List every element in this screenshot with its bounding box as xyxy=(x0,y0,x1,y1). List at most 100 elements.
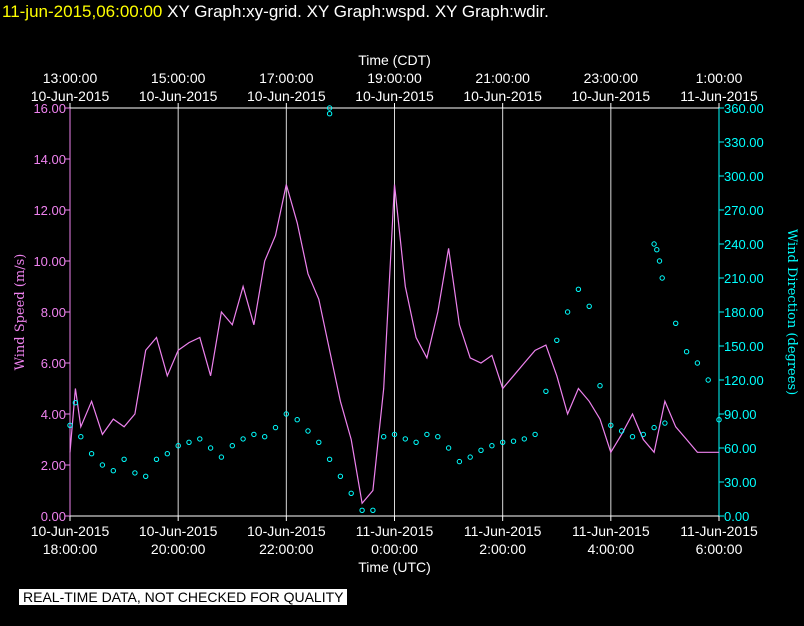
wind-direction-point xyxy=(683,349,690,355)
wind-direction-point xyxy=(575,286,582,292)
wind-direction-point xyxy=(467,454,473,460)
left-tick-label: 0.00 xyxy=(41,509,66,524)
bottom-tick-date: 11-Jun-2015 xyxy=(572,523,650,539)
bottom-axis-title: Time (UTC) xyxy=(358,559,431,575)
wind-direction-point xyxy=(673,320,679,326)
wind-direction-point xyxy=(651,241,657,247)
wind-direction-point xyxy=(554,337,560,343)
bottom-tick-time: 22:00:00 xyxy=(259,541,314,557)
wind-direction-point xyxy=(651,424,657,431)
wind-direction-point xyxy=(229,443,236,449)
right-axis-title: Wind Direction (degrees) xyxy=(784,229,799,395)
wind-direction-point xyxy=(489,443,495,449)
wind-direction-point xyxy=(262,434,268,440)
wind-direction-point xyxy=(251,431,257,438)
wind-direction-point xyxy=(240,436,246,442)
wind-direction-point xyxy=(391,431,398,438)
wind-direction-point xyxy=(716,417,722,423)
quality-disclaimer: REAL-TIME DATA, NOT CHECKED FOR QUALITY xyxy=(19,589,348,605)
bottom-tick-date: 10-Jun-2015 xyxy=(247,523,326,539)
right-tick-label: 60.00 xyxy=(724,441,757,456)
wind-direction-point xyxy=(659,275,665,281)
wind-direction-point xyxy=(543,388,549,394)
left-tick-label: 2.00 xyxy=(41,458,66,473)
wind-direction-point xyxy=(305,428,311,434)
wind-direction-point xyxy=(207,445,214,451)
header-timestamp: 11-jun-2015,06:00:00 xyxy=(2,2,163,21)
wind-direction-point xyxy=(445,445,452,451)
right-tick-label: 0.00 xyxy=(724,509,749,524)
right-tick-label: 330.00 xyxy=(724,135,764,150)
wind-direction-point xyxy=(435,434,441,440)
bottom-tick-time: 18:00:00 xyxy=(43,541,98,557)
wind-direction-point xyxy=(326,456,333,462)
wind-direction-point xyxy=(294,417,300,423)
top-tick-time: 23:00:00 xyxy=(584,70,639,86)
top-tick-time: 1:00:00 xyxy=(696,70,743,86)
wind-direction-point xyxy=(564,309,571,315)
wind-direction-point xyxy=(348,490,354,496)
left-tick-label: 16.00 xyxy=(33,101,66,116)
bottom-tick-date: 11-Jun-2015 xyxy=(680,523,758,539)
wind-direction-point xyxy=(326,111,333,117)
wind-direction-point xyxy=(143,473,149,479)
wind-direction-point xyxy=(413,439,419,445)
wind-direction-point xyxy=(110,468,117,474)
bottom-tick-date: 11-Jun-2015 xyxy=(356,523,434,539)
right-tick-label: 120.00 xyxy=(724,373,764,388)
wind-direction-point xyxy=(618,428,625,434)
wind-speed-line xyxy=(69,184,719,505)
wind-direction-point xyxy=(656,258,663,264)
wind-direction-point xyxy=(456,458,463,465)
bottom-tick-date: 10-Jun-2015 xyxy=(139,523,218,539)
wind-direction-point xyxy=(272,424,279,431)
wind-direction-point xyxy=(283,411,289,417)
header-graph-titles: XY Graph:xy-grid. XY Graph:wspd. XY Grap… xyxy=(167,2,549,21)
wind-direction-point xyxy=(175,443,181,449)
left-tick-label: 12.00 xyxy=(33,203,66,218)
right-tick-label: 240.00 xyxy=(724,237,764,252)
wind-direction-point xyxy=(662,420,668,426)
wind-direction-point xyxy=(99,462,106,468)
wind-direction-point xyxy=(381,434,387,440)
wind-direction-point xyxy=(532,431,538,438)
top-tick-time: 15:00:00 xyxy=(151,70,206,86)
bottom-tick-time: 2:00:00 xyxy=(479,541,526,557)
top-tick-date: 10-Jun-2015 xyxy=(31,88,110,104)
right-tick-label: 300.00 xyxy=(724,169,764,184)
wind-direction-point xyxy=(218,454,225,460)
wind-direction-point xyxy=(326,105,333,111)
left-axis-title: Wind Speed (m/s) xyxy=(13,254,28,371)
wind-direction-point xyxy=(586,303,592,309)
right-tick-label: 90.00 xyxy=(724,407,757,422)
wind-direction-point xyxy=(88,451,95,457)
wind-direction-point xyxy=(72,400,79,406)
top-axis-title: Time (CDT) xyxy=(358,52,431,68)
bottom-tick-date: 11-Jun-2015 xyxy=(464,523,542,539)
top-tick-time: 19:00:00 xyxy=(367,70,422,86)
right-tick-label: 30.00 xyxy=(724,475,757,490)
wind-direction-point xyxy=(424,431,430,438)
right-tick-label: 210.00 xyxy=(724,271,764,286)
bottom-tick-time: 0:00:00 xyxy=(371,541,418,557)
wind-direction-point xyxy=(608,422,614,428)
right-tick-label: 180.00 xyxy=(724,305,764,320)
wind-direction-point xyxy=(370,507,376,513)
wind-direction-point xyxy=(510,438,517,444)
wind-direction-point xyxy=(654,247,660,253)
top-tick-date: 10-Jun-2015 xyxy=(572,88,651,104)
wind-direction-point xyxy=(402,436,408,442)
wind-direction-point xyxy=(337,473,344,479)
bottom-tick-time: 6:00:00 xyxy=(696,541,743,557)
wind-direction-point xyxy=(629,434,636,440)
wind-direction-point xyxy=(359,507,365,513)
bottom-tick-time: 4:00:00 xyxy=(587,541,634,557)
right-tick-label: 270.00 xyxy=(724,203,764,218)
graph-header: 11-jun-2015,06:00:00 XY Graph:xy-grid. X… xyxy=(2,2,549,22)
top-tick-date: 10-Jun-2015 xyxy=(463,88,542,104)
top-tick-date: 10-Jun-2015 xyxy=(247,88,326,104)
top-tick-time: 17:00:00 xyxy=(259,70,314,86)
top-tick-date: 10-Jun-2015 xyxy=(355,88,434,104)
top-tick-date: 11-Jun-2015 xyxy=(680,88,758,104)
